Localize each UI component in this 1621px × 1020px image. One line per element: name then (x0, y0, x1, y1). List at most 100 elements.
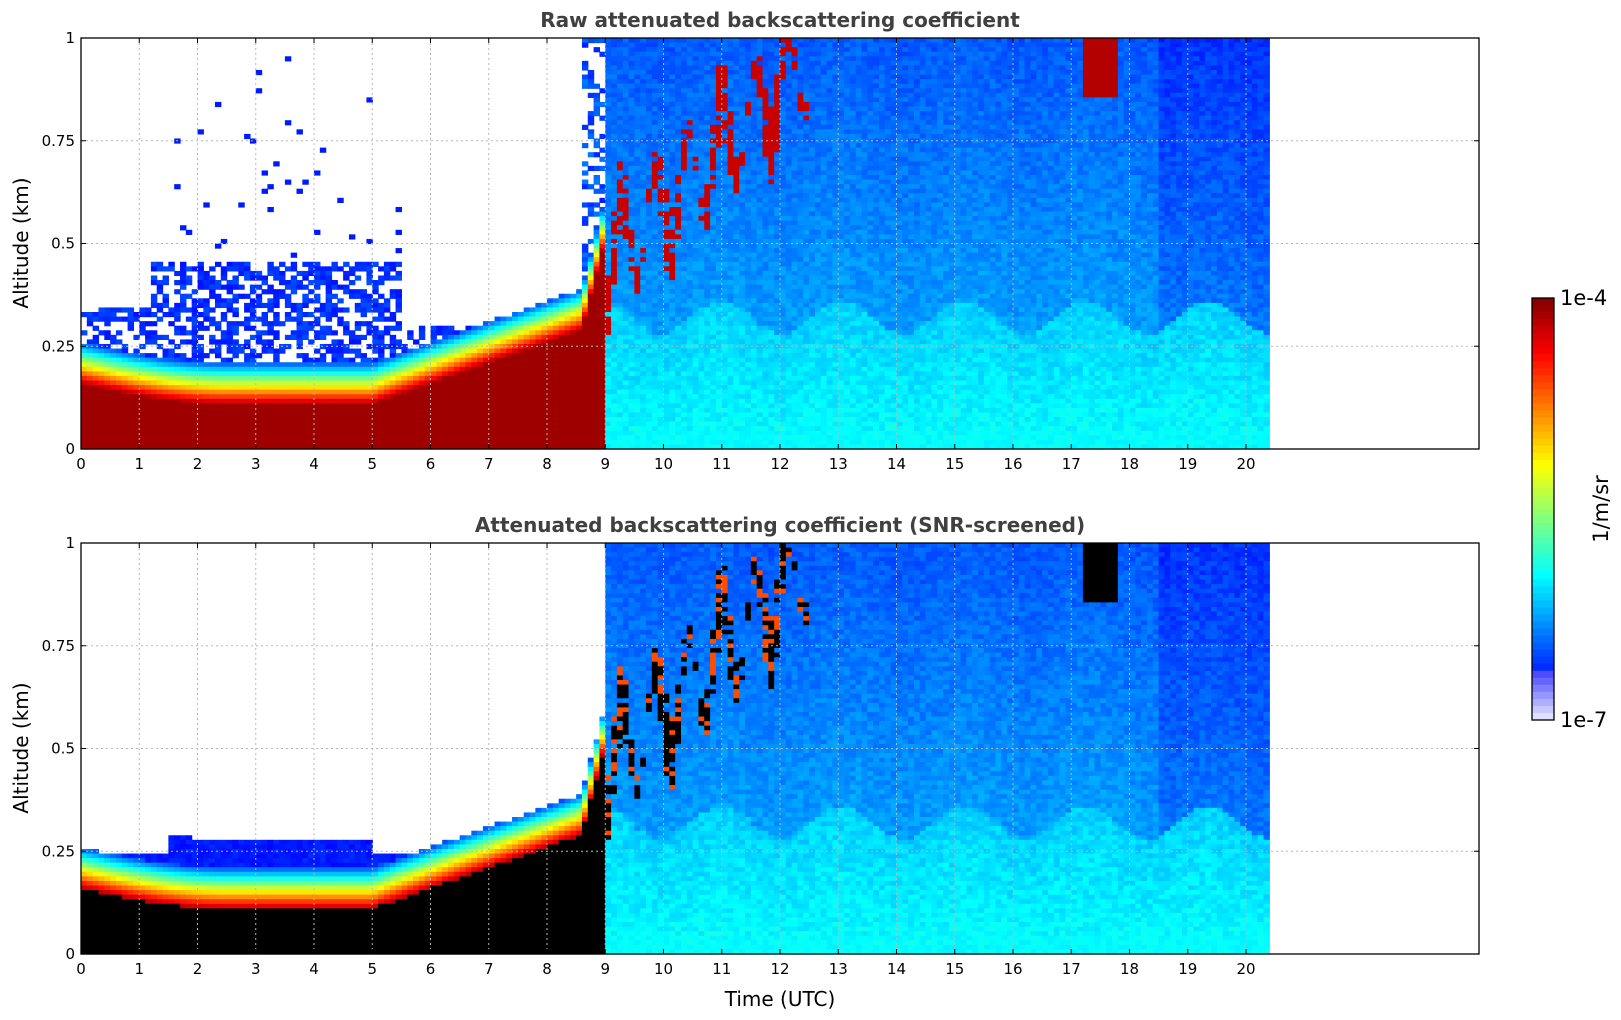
heatmap-cell (721, 430, 729, 436)
heatmap-cell (692, 321, 700, 327)
heatmap-cell (616, 152, 624, 158)
heatmap-cell (296, 312, 303, 318)
heatmap-cell (628, 234, 635, 240)
heatmap-cell (354, 353, 362, 359)
heatmap-cell (506, 330, 513, 336)
heatmap-cell (180, 394, 187, 400)
heatmap-cell (640, 216, 647, 222)
heatmap-cell (401, 417, 408, 423)
heatmap-cell (581, 220, 589, 226)
heatmap-cell (611, 42, 618, 48)
heatmap-cell (156, 357, 164, 363)
heatmap-cell (616, 380, 624, 386)
heatmap-cell (284, 120, 292, 126)
heatmap-cell (686, 184, 694, 190)
heatmap-cell (710, 243, 717, 249)
heatmap-cell (430, 421, 437, 427)
heatmap-cell (733, 316, 740, 322)
heatmap-cell (552, 321, 560, 327)
heatmap-cell (721, 188, 729, 194)
heatmap-cell (517, 435, 525, 441)
heatmap-cell (739, 79, 746, 85)
heatmap-cell (675, 439, 682, 446)
heatmap-cell (646, 92, 653, 98)
heatmap-cell (366, 375, 373, 382)
heatmap-cell (541, 325, 548, 331)
heatmap-cell (191, 426, 199, 432)
heatmap-cell (686, 133, 694, 140)
heatmap-cell (733, 275, 740, 281)
heatmap-cell (570, 435, 577, 441)
heatmap-cell (203, 403, 210, 409)
heatmap-cell (605, 133, 612, 140)
heatmap-cell (657, 280, 665, 286)
heatmap-cell (733, 403, 740, 409)
heatmap-cell (413, 403, 420, 409)
heatmap-cell (651, 394, 659, 400)
heatmap-cell (692, 106, 700, 112)
heatmap-cell (535, 417, 542, 423)
heatmap-cell (675, 426, 682, 432)
heatmap-cell (121, 435, 129, 441)
heatmap-cell (733, 312, 740, 318)
heatmap-cell (692, 421, 700, 427)
heatmap-cell (646, 403, 653, 409)
heatmap-cell (325, 444, 333, 450)
heatmap-cell (220, 426, 228, 432)
heatmap-cell (698, 38, 705, 44)
heatmap-cell (465, 330, 472, 336)
heatmap-cell (640, 143, 647, 149)
heatmap-cell (273, 321, 280, 327)
heatmap-cell (249, 430, 257, 436)
heatmap-cell (541, 343, 548, 350)
heatmap-cell (319, 385, 327, 391)
heatmap-cell (506, 375, 513, 382)
heatmap-cell (564, 293, 571, 299)
heatmap-cell (710, 124, 717, 130)
heatmap-cell (81, 330, 88, 336)
heatmap-cell (640, 97, 647, 103)
heatmap-cell (628, 366, 635, 372)
heatmap-cell (593, 261, 601, 267)
heatmap-cell (587, 115, 595, 121)
heatmap-cell (552, 371, 560, 377)
heatmap-cell (593, 165, 601, 172)
heatmap-cell (611, 124, 618, 130)
heatmap-cell (657, 316, 665, 322)
heatmap-cell (424, 426, 432, 432)
heatmap-cell (686, 353, 694, 359)
heatmap-cell (331, 293, 338, 299)
heatmap-cell (698, 366, 705, 372)
heatmap-cell (488, 444, 496, 450)
heatmap-cell (558, 403, 566, 409)
heatmap-cell (692, 170, 700, 176)
heatmap-cell (220, 417, 228, 423)
heatmap-cell (407, 444, 414, 450)
heatmap-cell (646, 115, 653, 121)
heatmap-cell (541, 412, 548, 418)
heatmap-cell (628, 325, 635, 331)
heatmap-cell (710, 133, 717, 140)
heatmap-cell (727, 147, 734, 153)
heatmap-cell (115, 380, 123, 386)
heatmap-cell (366, 366, 373, 372)
heatmap-cell (686, 280, 694, 286)
heatmap-cell (581, 257, 589, 263)
heatmap-cell (482, 330, 490, 336)
heatmap-cell (92, 380, 100, 386)
heatmap-cell (657, 248, 665, 254)
heatmap-cell (634, 357, 641, 363)
heatmap-cell (710, 161, 717, 167)
heatmap-cell (348, 426, 356, 432)
heatmap-cell (692, 380, 700, 386)
heatmap-cell (715, 330, 723, 336)
heatmap-cell (127, 316, 135, 322)
heatmap-cell (110, 435, 117, 441)
heatmap-cell (325, 316, 333, 322)
heatmap-cell (663, 375, 670, 382)
heatmap-cell (150, 362, 158, 368)
heatmap-cell (651, 156, 659, 162)
heatmap-cell (459, 403, 467, 409)
heatmap-cell (261, 366, 268, 372)
heatmap-cell (704, 197, 711, 203)
